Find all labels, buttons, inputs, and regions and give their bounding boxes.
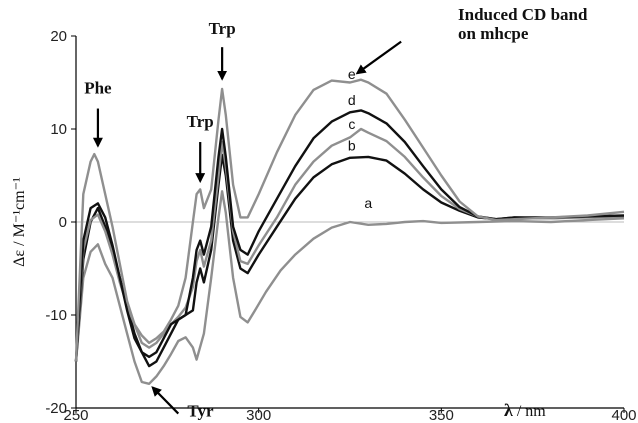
y-tick-label: -10 [45, 307, 67, 324]
x-tick-label: 250 [63, 407, 88, 423]
series-line-b [74, 153, 624, 368]
curve-label-c: c [348, 116, 355, 132]
y-tick-label: 20 [50, 28, 67, 45]
x-axis-title: λ / nm [504, 400, 546, 420]
induced-label-arrow [355, 40, 402, 75]
curve-label-a: a [364, 195, 372, 211]
annotation-arrow [151, 386, 180, 415]
annotation-label-tyr: Tyr [187, 401, 214, 420]
annotation-label-trp: Trp [209, 19, 236, 38]
annotation-label-trp: Trp [187, 112, 214, 131]
series-line-a [74, 190, 625, 385]
series-line-e [74, 78, 625, 362]
series-line-c [74, 127, 625, 362]
series-group [74, 78, 625, 385]
x-tick-label: 300 [246, 407, 271, 423]
y-tick-label: 10 [50, 121, 67, 138]
induced-label-line: Induced CD band [458, 5, 588, 24]
curve-label-b: b [348, 137, 356, 153]
x-tick-label: 400 [611, 407, 636, 423]
x-tick-label: 350 [429, 407, 454, 423]
y-axis-title: Δε / M⁻¹cm⁻¹ [11, 177, 28, 267]
curve-label-d: d [348, 92, 356, 108]
series-line-d [74, 109, 625, 362]
annotation-label-phe: Phe [84, 79, 112, 98]
y-tick-label: -20 [45, 400, 67, 417]
y-tick-label: 0 [59, 214, 67, 231]
induced-label-line: on mhcpe [458, 24, 529, 43]
curve-label-e: e [348, 66, 356, 82]
